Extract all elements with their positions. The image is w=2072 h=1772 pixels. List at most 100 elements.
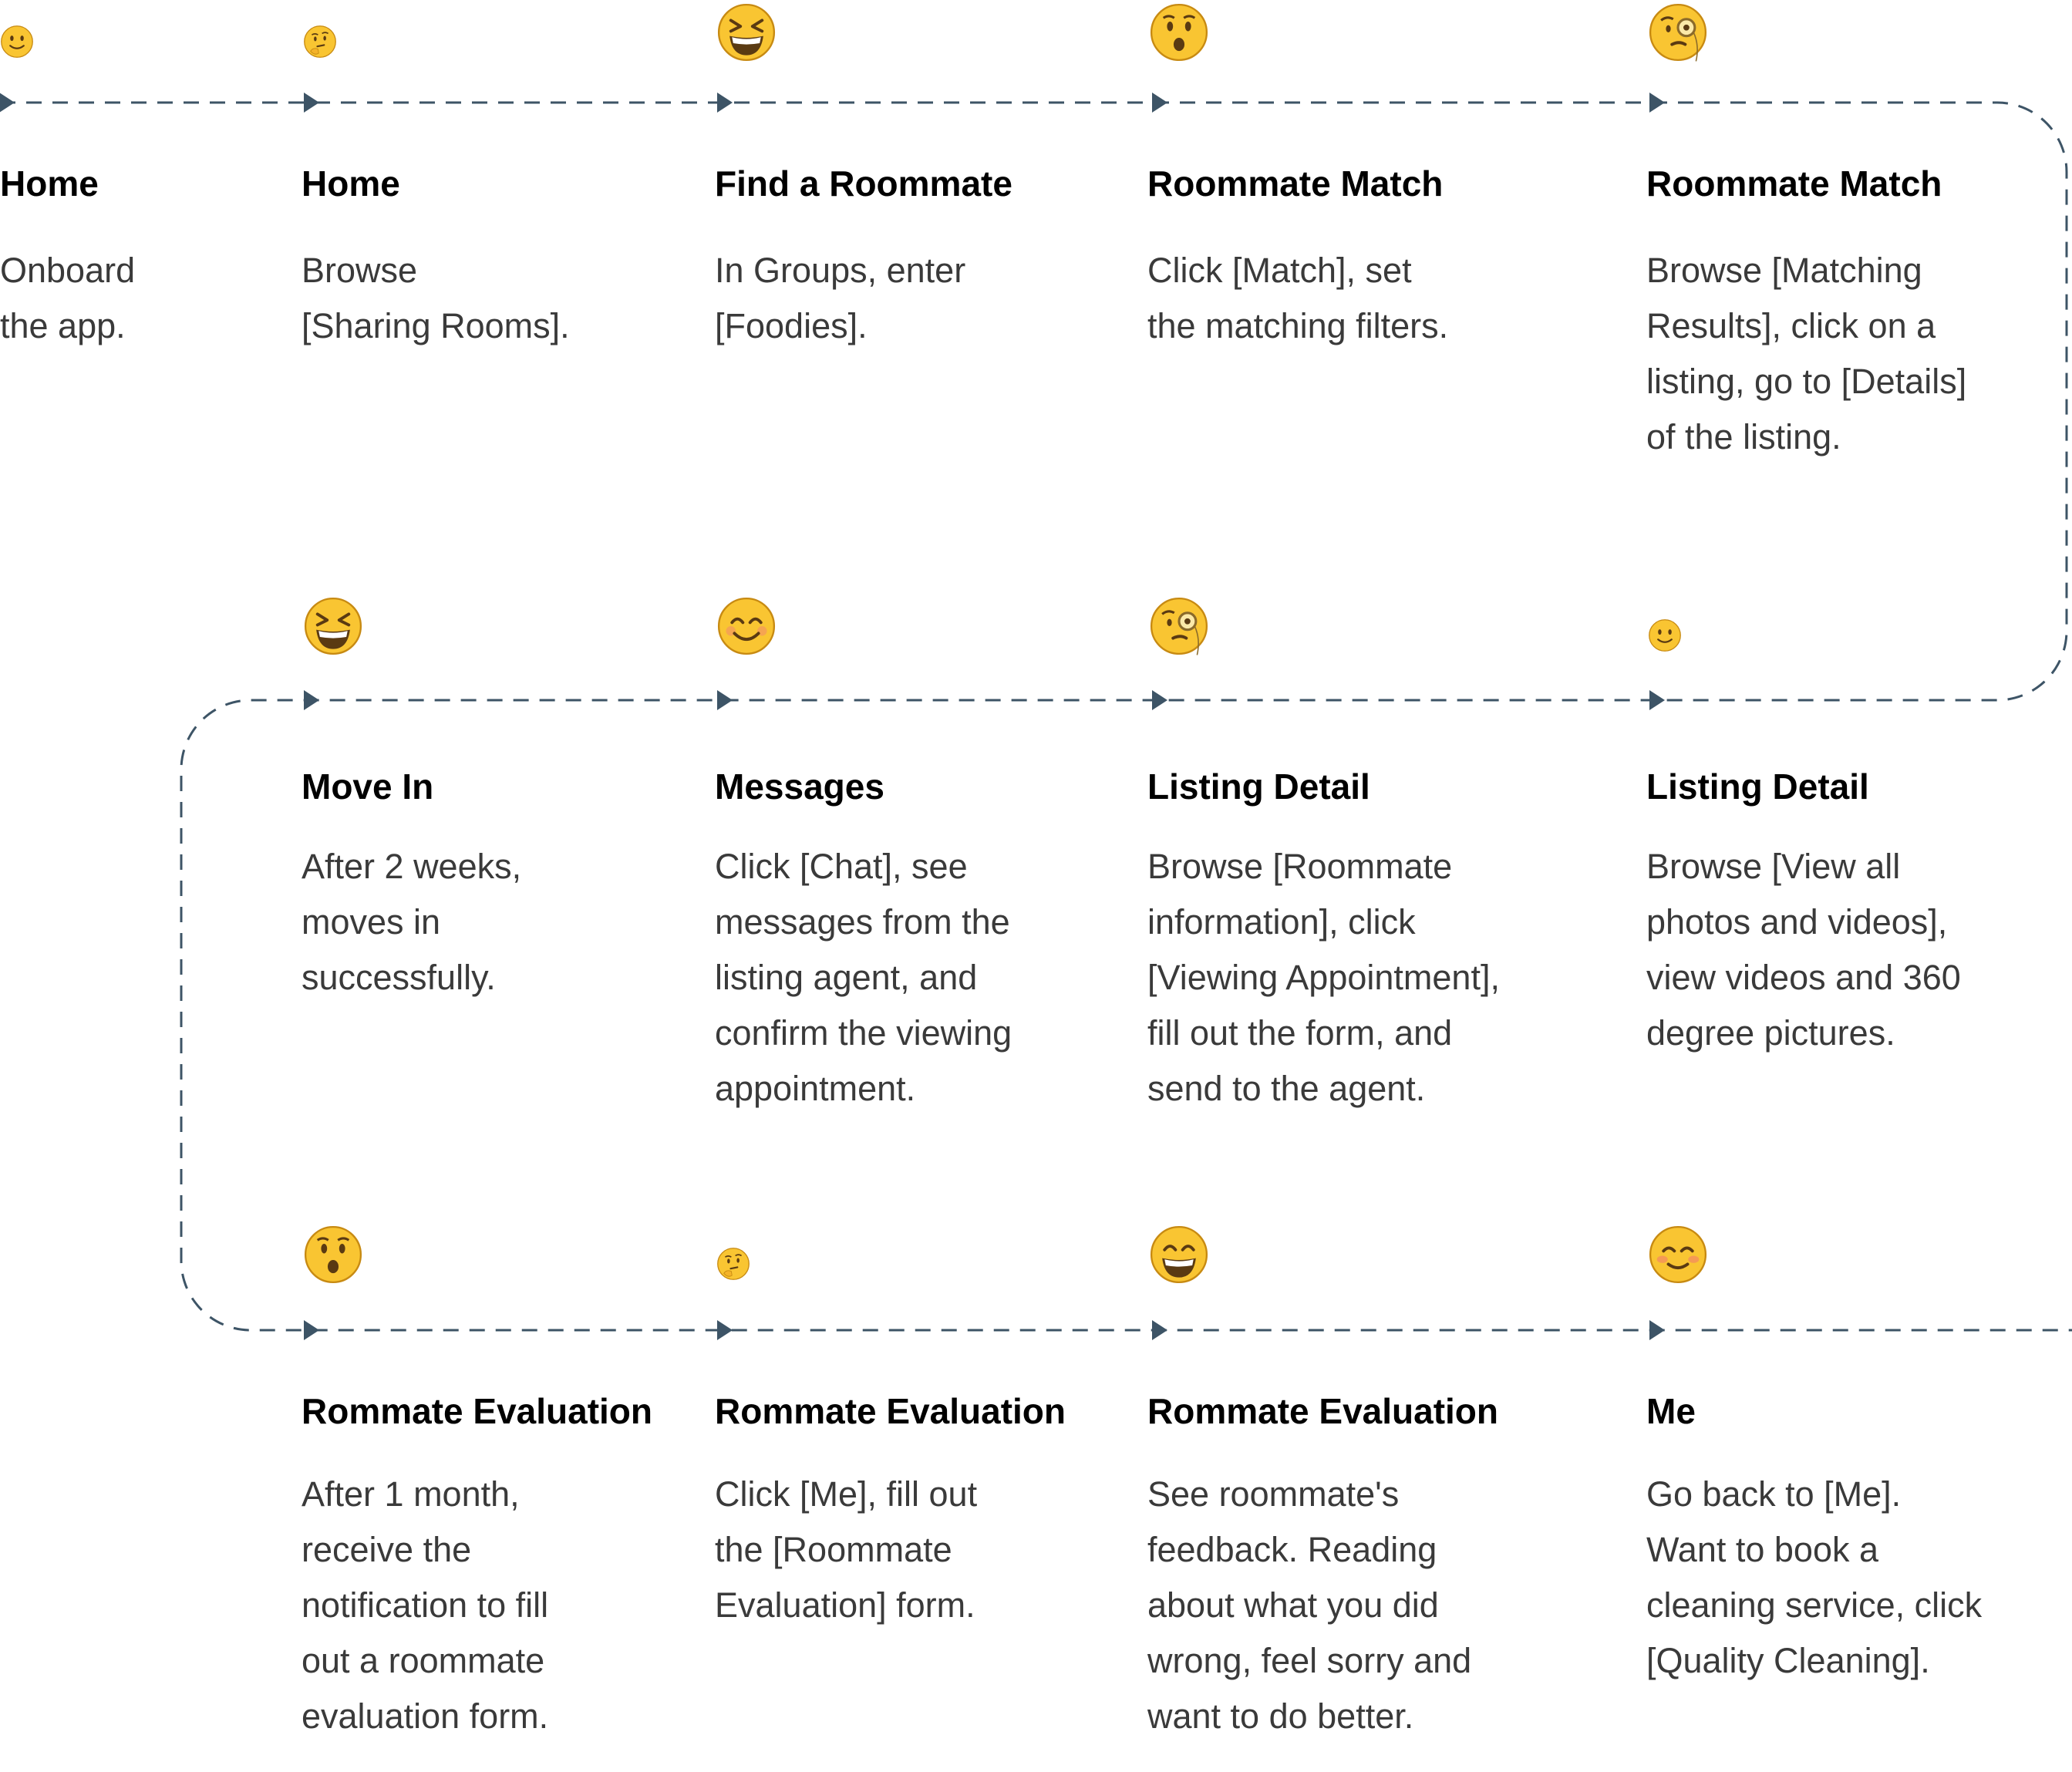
description-line: confirm the viewing (715, 1013, 1012, 1053)
step-description: Browse [Sharing Rooms]. (302, 243, 570, 354)
step-title: Find a Roommate (715, 163, 1012, 204)
step-title: Rommate Evaluation (302, 1391, 652, 1431)
description-line: [Viewing Appointment], (1147, 958, 1500, 997)
step-title: Home (302, 163, 400, 204)
description-line: view videos and 360 (1646, 958, 1961, 997)
step-description: Browse [Matching Results], click on a list… (1646, 243, 1966, 465)
arrowhead (1152, 690, 1167, 710)
description-line: See roommate's (1147, 1474, 1400, 1514)
arrowhead (717, 690, 733, 710)
step-title: Move In (302, 766, 434, 807)
description-line: Want to book a (1646, 1530, 1879, 1569)
step-title: Rommate Evaluation (1147, 1391, 1498, 1431)
step-description: After 2 weeks, moves in successfully. (302, 839, 521, 1006)
description-line: Browse (302, 251, 418, 290)
description-line: wrong, feel sorry and (1147, 1641, 1472, 1680)
description-line: In Groups, enter (715, 251, 966, 290)
description-line: [Sharing Rooms]. (302, 306, 570, 345)
step-title: Home (0, 163, 99, 204)
description-line: After 2 weeks, (302, 847, 522, 886)
step-title: Messages (715, 766, 884, 807)
description-line: about what you did (1147, 1585, 1439, 1625)
description-line: Evaluation] form. (715, 1585, 975, 1625)
description-line: degree pictures. (1646, 1013, 1895, 1053)
hushed-face-icon (1149, 2, 1209, 66)
hushed-face-icon (303, 1225, 363, 1289)
description-line: of the listing. (1646, 417, 1841, 456)
step-description: Click [Chat], see messages from the listin… (715, 839, 1012, 1117)
description-line: Browse [Roommate (1147, 847, 1453, 886)
description-line: Browse [View all (1646, 847, 1901, 886)
arrowhead (0, 93, 15, 113)
step-description: After 1 month, receive the notification to… (302, 1467, 548, 1744)
arrowhead (1152, 1320, 1167, 1340)
beaming-face-icon (1149, 1225, 1209, 1289)
description-line: After 1 month, (302, 1474, 520, 1514)
description-line: Onboard (0, 251, 136, 290)
description-line: photos and videos], (1646, 902, 1948, 942)
smiling-face-icon (1648, 1225, 1708, 1289)
description-line: evaluation form. (302, 1696, 549, 1736)
smiling-face-with-smiling-eyes-icon (716, 596, 777, 660)
step-title: Me (1646, 1391, 1696, 1431)
face-with-monocle-icon (1149, 596, 1209, 660)
description-line: Go back to [Me]. (1646, 1474, 1902, 1514)
description-line: out a roommate (302, 1641, 545, 1680)
thinking-face-icon (716, 1247, 750, 1285)
step-description: Click [Me], fill out the [Roommate Evaluat… (715, 1467, 977, 1633)
arrowhead (304, 93, 319, 113)
description-line: the app. (0, 306, 126, 345)
face-with-monocle-icon (1648, 2, 1708, 66)
step-description: In Groups, enter [Foodies]. (715, 243, 965, 354)
description-line: moves in (302, 902, 441, 942)
arrowhead (717, 1320, 733, 1340)
step-description: Onboard the app. (0, 243, 135, 354)
description-line: fill out the form, and (1147, 1013, 1453, 1053)
thinking-face-icon (303, 25, 337, 62)
description-line: listing agent, and (715, 958, 978, 997)
description-line: [Quality Cleaning]. (1646, 1641, 1930, 1680)
description-line: Browse [Matching (1646, 251, 1922, 290)
step-description: Click [Match], set the matching filters. (1147, 243, 1448, 354)
flow-arrows (0, 93, 1665, 1340)
description-line: information], click (1147, 902, 1416, 942)
description-line: receive the (302, 1530, 472, 1569)
description-line: feedback. Reading (1147, 1530, 1437, 1569)
description-line: Click [Chat], see (715, 847, 968, 886)
step-title: Listing Detail (1147, 766, 1370, 807)
description-line: messages from the (715, 902, 1010, 942)
arrowhead (1649, 690, 1665, 710)
description-line: Click [Match], set (1147, 251, 1412, 290)
arrowhead (1649, 93, 1665, 113)
description-line: appointment. (715, 1069, 916, 1108)
arrowhead (1152, 93, 1167, 113)
description-line: the [Roommate (715, 1530, 952, 1569)
step-description: Browse [View all photos and videos], view … (1646, 839, 1961, 1061)
description-line: successfully. (302, 958, 496, 997)
description-line: notification to fill (302, 1585, 549, 1625)
step-description: See roommate's feedback. Reading about wha… (1147, 1467, 1471, 1744)
step-title: Roommate Match (1147, 163, 1444, 204)
step-description: Go back to [Me]. Want to book a cleaning s… (1646, 1467, 1982, 1689)
description-line: [Foodies]. (715, 306, 868, 345)
description-line: Click [Me], fill out (715, 1474, 978, 1514)
description-line: cleaning service, click (1646, 1585, 1983, 1625)
description-line: want to do better. (1147, 1696, 1414, 1736)
step-title: Listing Detail (1646, 766, 1869, 807)
step-description: Browse [Roommate information], click [View… (1147, 839, 1500, 1117)
description-line: Results], click on a (1646, 306, 1936, 345)
description-line: send to the agent. (1147, 1069, 1426, 1108)
grinning-squinting-face-icon (716, 2, 777, 66)
arrowhead (304, 690, 319, 710)
description-line: the matching filters. (1147, 306, 1449, 345)
step-title: Roommate Match (1646, 163, 1942, 204)
arrowhead (717, 93, 733, 113)
description-line: listing, go to [Details] (1646, 362, 1967, 401)
grinning-squinting-face-icon (303, 596, 363, 660)
slightly-smiling-face-icon (1648, 618, 1682, 656)
slightly-smiling-face-icon (0, 25, 34, 62)
arrowhead (1649, 1320, 1665, 1340)
arrowhead (304, 1320, 319, 1340)
step-title: Rommate Evaluation (715, 1391, 1066, 1431)
